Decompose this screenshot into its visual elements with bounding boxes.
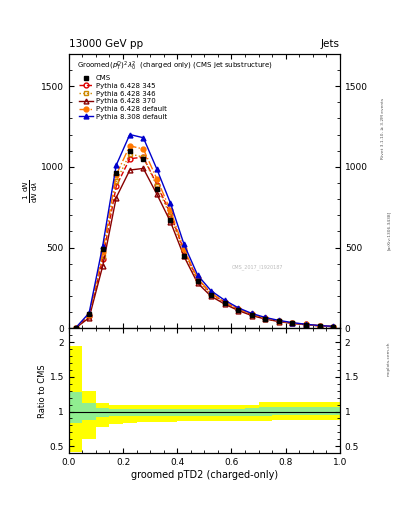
Text: Jets: Jets <box>321 38 340 49</box>
X-axis label: groomed pTD2 (charged-only): groomed pTD2 (charged-only) <box>131 470 278 480</box>
Text: [arXiv:1306.3438]: [arXiv:1306.3438] <box>387 211 391 250</box>
Text: mcplots.cern.ch: mcplots.cern.ch <box>387 341 391 376</box>
Legend: CMS, Pythia 6.428 345, Pythia 6.428 346, Pythia 6.428 370, Pythia 6.428 default,: CMS, Pythia 6.428 345, Pythia 6.428 346,… <box>78 74 168 121</box>
Text: Groomed$(p_T^D)^2\lambda_0^2$  (charged only) (CMS jet substructure): Groomed$(p_T^D)^2\lambda_0^2$ (charged o… <box>77 59 273 73</box>
Text: $\frac{1}{\mathrm{d}N}\frac{\mathrm{d}N}{\mathrm{d}\lambda}$: $\frac{1}{\mathrm{d}N}\frac{\mathrm{d}N}… <box>22 179 40 203</box>
Text: Rivet 3.1.10, ≥ 3.2M events: Rivet 3.1.10, ≥ 3.2M events <box>381 97 385 159</box>
Text: CMS_2017_I1920187: CMS_2017_I1920187 <box>231 264 283 270</box>
Text: 13000 GeV pp: 13000 GeV pp <box>69 38 143 49</box>
Y-axis label: Ratio to CMS: Ratio to CMS <box>38 364 47 417</box>
